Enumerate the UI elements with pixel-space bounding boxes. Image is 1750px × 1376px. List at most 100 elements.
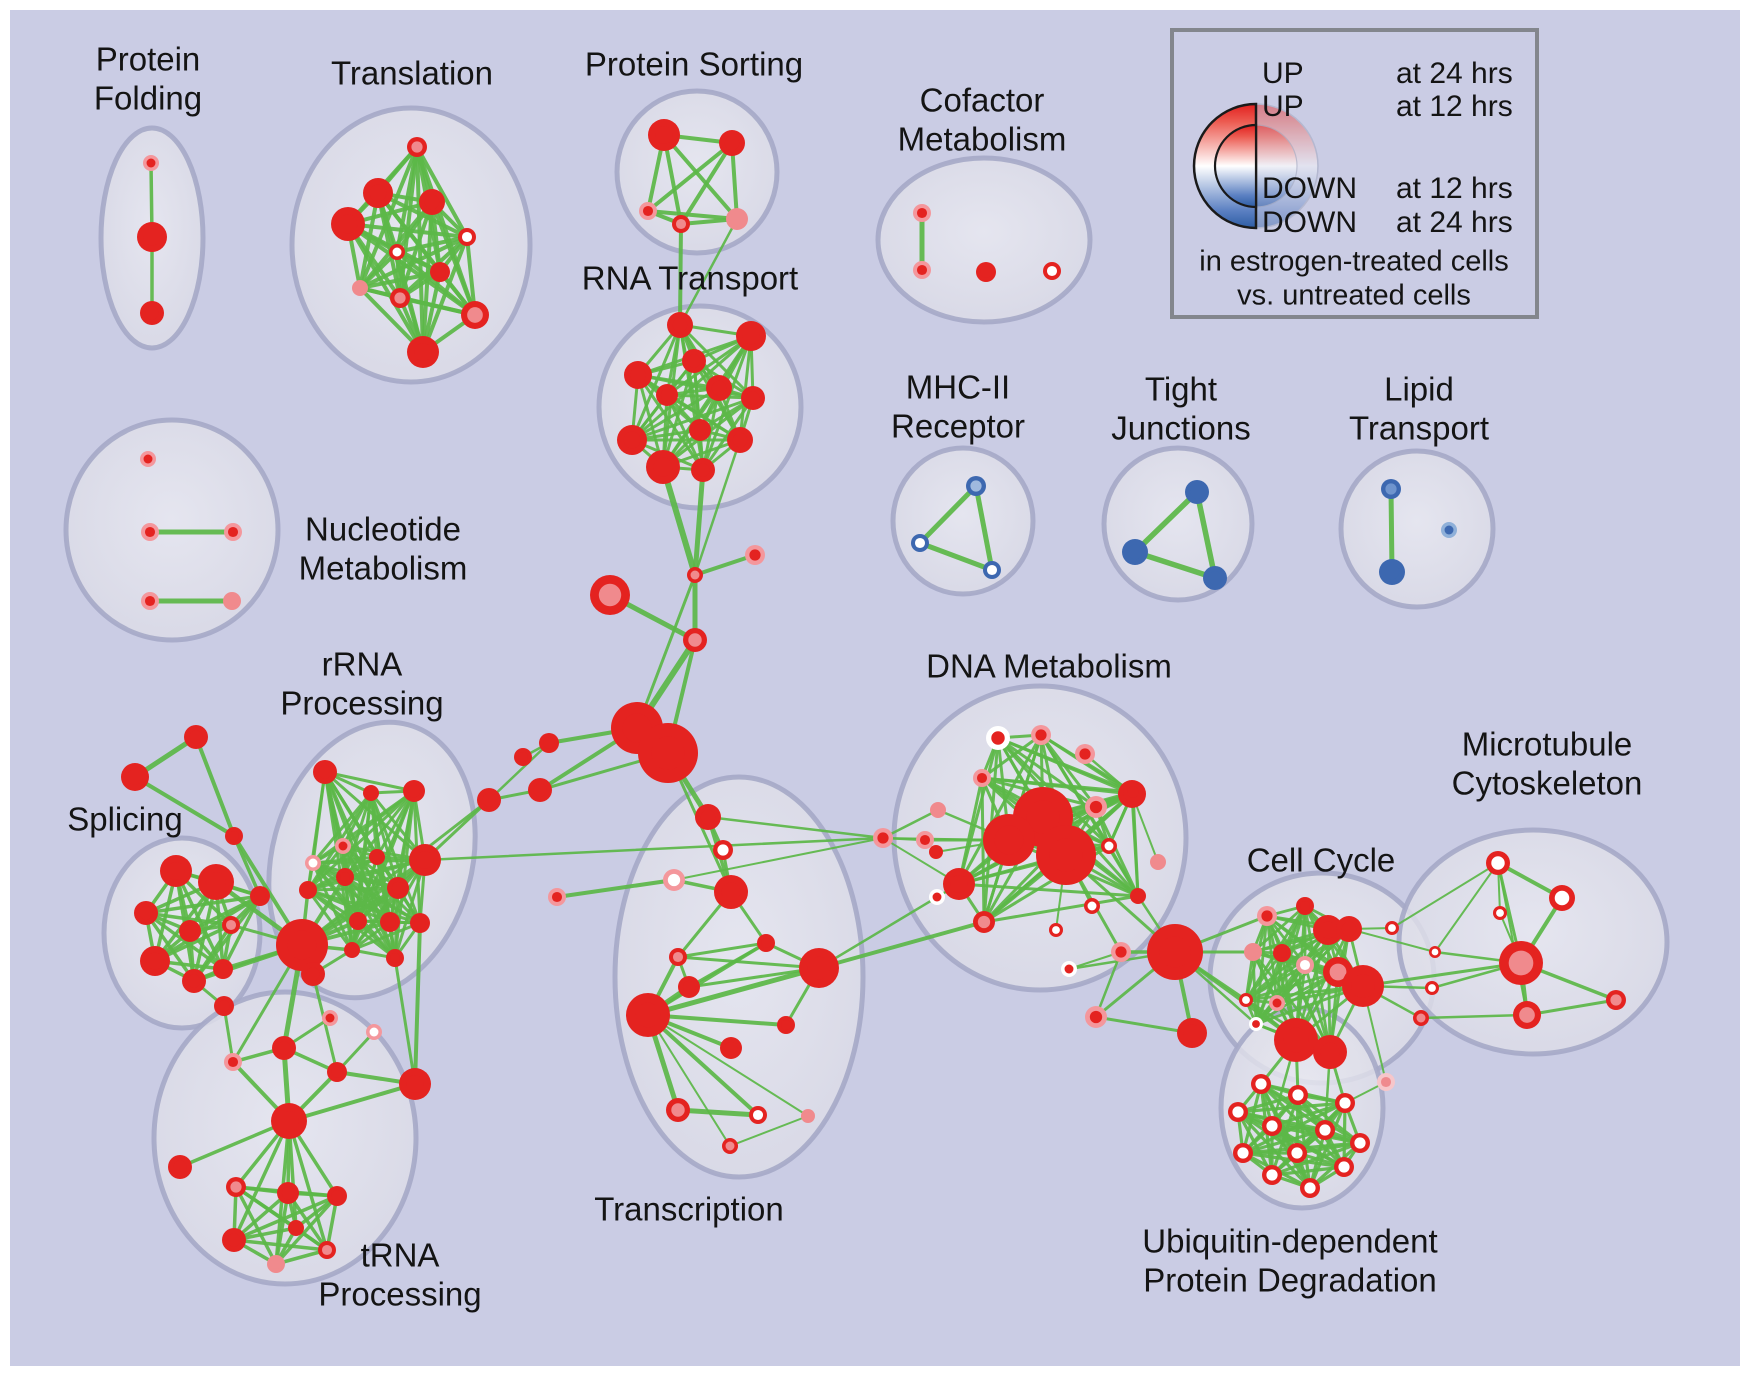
node-dn10[interactable]: [1036, 825, 1096, 885]
node-t4[interactable]: [331, 207, 365, 241]
node-tn13[interactable]: [399, 1068, 431, 1100]
node-ub7[interactable]: [1350, 1133, 1370, 1153]
node-t5[interactable]: [458, 228, 476, 246]
node-tx16[interactable]: [722, 1138, 738, 1154]
node-dn13[interactable]: [943, 868, 975, 900]
node-ub2[interactable]: [1288, 1085, 1308, 1105]
node-sp8[interactable]: [213, 959, 233, 979]
node-cn3[interactable]: [590, 575, 630, 615]
node-tx13[interactable]: [666, 1098, 690, 1122]
node-tr1[interactable]: [184, 725, 208, 749]
node-mt6[interactable]: [1606, 990, 1626, 1010]
node-rt9[interactable]: [689, 419, 711, 441]
node-tj3[interactable]: [1203, 566, 1227, 590]
node-t11[interactable]: [407, 336, 439, 368]
node-tx9[interactable]: [799, 948, 839, 988]
node-cc11[interactable]: [1269, 995, 1285, 1011]
node-rr11[interactable]: [380, 912, 400, 932]
node-tx3[interactable]: [663, 869, 685, 891]
node-mt3[interactable]: [1493, 906, 1507, 920]
node-ub9[interactable]: [1287, 1143, 1307, 1163]
node-tr3[interactable]: [225, 827, 243, 845]
node-dn1[interactable]: [986, 726, 1010, 750]
node-tx1[interactable]: [695, 804, 721, 830]
node-dn21[interactable]: [1111, 942, 1131, 962]
node-rr1[interactable]: [313, 760, 337, 784]
node-ch2[interactable]: [638, 723, 698, 783]
node-mh3[interactable]: [983, 561, 1001, 579]
node-rt7[interactable]: [741, 386, 765, 410]
node-tj2[interactable]: [1122, 539, 1148, 565]
node-br1[interactable]: [873, 828, 893, 848]
node-tx15[interactable]: [801, 1109, 815, 1123]
node-dn6[interactable]: [1085, 796, 1107, 818]
node-rt8[interactable]: [617, 425, 647, 455]
node-sp1[interactable]: [160, 855, 192, 887]
node-rr9[interactable]: [409, 844, 441, 876]
node-dn22[interactable]: [1061, 961, 1077, 977]
node-dn14[interactable]: [929, 889, 945, 905]
node-t9[interactable]: [390, 288, 410, 308]
node-dn19[interactable]: [1084, 898, 1100, 914]
node-rr14[interactable]: [386, 949, 404, 967]
node-tn3[interactable]: [226, 1177, 246, 1197]
node-sp7[interactable]: [182, 969, 206, 993]
node-sp4[interactable]: [179, 920, 201, 942]
node-cc12[interactable]: [1249, 1017, 1263, 1031]
node-tn5[interactable]: [327, 1186, 347, 1206]
node-cc6[interactable]: [1273, 944, 1291, 962]
node-sp5[interactable]: [222, 916, 240, 934]
node-tx5[interactable]: [548, 888, 566, 906]
node-ub5[interactable]: [1262, 1116, 1282, 1136]
node-mt8[interactable]: [1425, 981, 1439, 995]
node-tn4[interactable]: [277, 1182, 299, 1204]
node-cc9[interactable]: [1342, 965, 1384, 1007]
node-mt9[interactable]: [1413, 1010, 1429, 1026]
node-tx12[interactable]: [777, 1016, 795, 1034]
node-rr13[interactable]: [344, 942, 360, 958]
node-tr2[interactable]: [121, 763, 149, 791]
node-mt2[interactable]: [1549, 885, 1575, 911]
node-rr15[interactable]: [299, 881, 317, 899]
node-t10[interactable]: [461, 301, 489, 329]
node-rr3[interactable]: [403, 780, 425, 802]
node-sp9[interactable]: [250, 886, 270, 906]
node-sp2[interactable]: [198, 864, 234, 900]
node-tn14[interactable]: [322, 1010, 338, 1026]
node-cc14[interactable]: [1313, 1035, 1347, 1069]
node-ps4[interactable]: [672, 215, 690, 233]
node-rr4[interactable]: [335, 838, 351, 854]
node-rt12[interactable]: [691, 458, 715, 482]
node-rr12[interactable]: [410, 913, 430, 933]
node-mt4[interactable]: [1499, 941, 1543, 985]
node-dn11[interactable]: [916, 831, 934, 849]
node-tn2[interactable]: [168, 1155, 192, 1179]
node-ub13[interactable]: [1377, 1073, 1395, 1091]
node-cf1[interactable]: [913, 204, 931, 222]
node-ub4[interactable]: [1228, 1102, 1248, 1122]
node-cn1[interactable]: [687, 567, 703, 583]
node-f2[interactable]: [137, 222, 167, 252]
node-cf3[interactable]: [976, 262, 996, 282]
node-dn23[interactable]: [1085, 1006, 1107, 1028]
node-cc3[interactable]: [1313, 915, 1343, 945]
node-rt1[interactable]: [667, 312, 693, 338]
node-md2[interactable]: [528, 778, 552, 802]
node-dn17[interactable]: [1150, 854, 1166, 870]
node-t2[interactable]: [363, 178, 393, 208]
node-mh2[interactable]: [911, 534, 929, 552]
node-hb2[interactable]: [301, 962, 325, 986]
node-cn4[interactable]: [683, 628, 707, 652]
node-ub3[interactable]: [1335, 1093, 1355, 1113]
node-dn12[interactable]: [929, 845, 943, 859]
node-dn20[interactable]: [1049, 923, 1063, 937]
node-rt3[interactable]: [682, 349, 706, 373]
node-nm1[interactable]: [140, 451, 156, 467]
node-tn10[interactable]: [224, 1053, 242, 1071]
node-ub1[interactable]: [1251, 1074, 1271, 1094]
node-tn11[interactable]: [272, 1036, 296, 1060]
node-dn9[interactable]: [983, 814, 1035, 866]
node-nm3[interactable]: [224, 523, 242, 541]
node-tn8[interactable]: [267, 1255, 285, 1273]
node-t7[interactable]: [430, 262, 450, 282]
